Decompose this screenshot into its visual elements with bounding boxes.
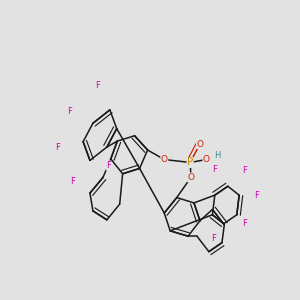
Text: O: O xyxy=(196,140,203,148)
Text: F: F xyxy=(254,191,259,200)
Text: F: F xyxy=(95,81,100,90)
Text: H: H xyxy=(214,151,221,160)
Text: F: F xyxy=(67,107,72,116)
Text: O: O xyxy=(203,155,210,164)
Text: F: F xyxy=(106,161,111,170)
Text: F: F xyxy=(242,166,247,175)
Text: F: F xyxy=(212,234,216,243)
Text: P: P xyxy=(187,158,193,167)
Text: O: O xyxy=(161,155,168,164)
Text: F: F xyxy=(70,177,75,186)
Text: F: F xyxy=(56,143,60,152)
Text: F: F xyxy=(212,165,217,174)
Text: F: F xyxy=(242,219,247,228)
Text: O: O xyxy=(188,173,194,182)
